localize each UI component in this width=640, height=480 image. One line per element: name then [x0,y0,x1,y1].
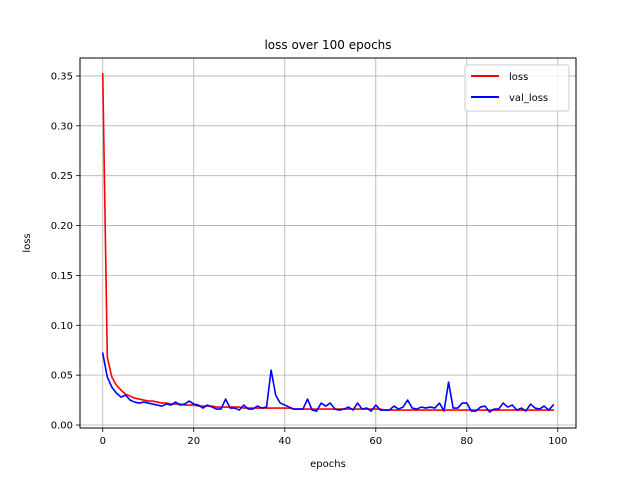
y-tick-label: 0.25 [51,171,73,182]
x-tick-label: 100 [548,436,567,447]
y-tick-label: 0.35 [51,71,73,82]
legend: loss val_loss [465,65,569,111]
y-tick-label: 0.00 [51,421,73,432]
y-tick-label: 0.15 [51,271,73,282]
y-tick-label: 0.10 [51,321,73,332]
x-tick-label: 20 [187,436,200,447]
x-tick-label: 60 [369,436,382,447]
y-axis-label: loss [22,233,33,252]
x-tick-label: 40 [278,436,291,447]
x-tick-label: 0 [100,436,106,447]
legend-label-val-loss: val_loss [509,93,548,104]
x-tick-label: 80 [460,436,473,447]
y-tick-label: 0.20 [51,221,73,232]
legend-label-loss: loss [509,72,528,83]
x-axis-label: epochs [310,459,346,470]
y-tick-label: 0.30 [51,121,73,132]
y-tick-label: 0.05 [51,371,73,382]
chart-title: loss over 100 epochs [264,38,391,52]
